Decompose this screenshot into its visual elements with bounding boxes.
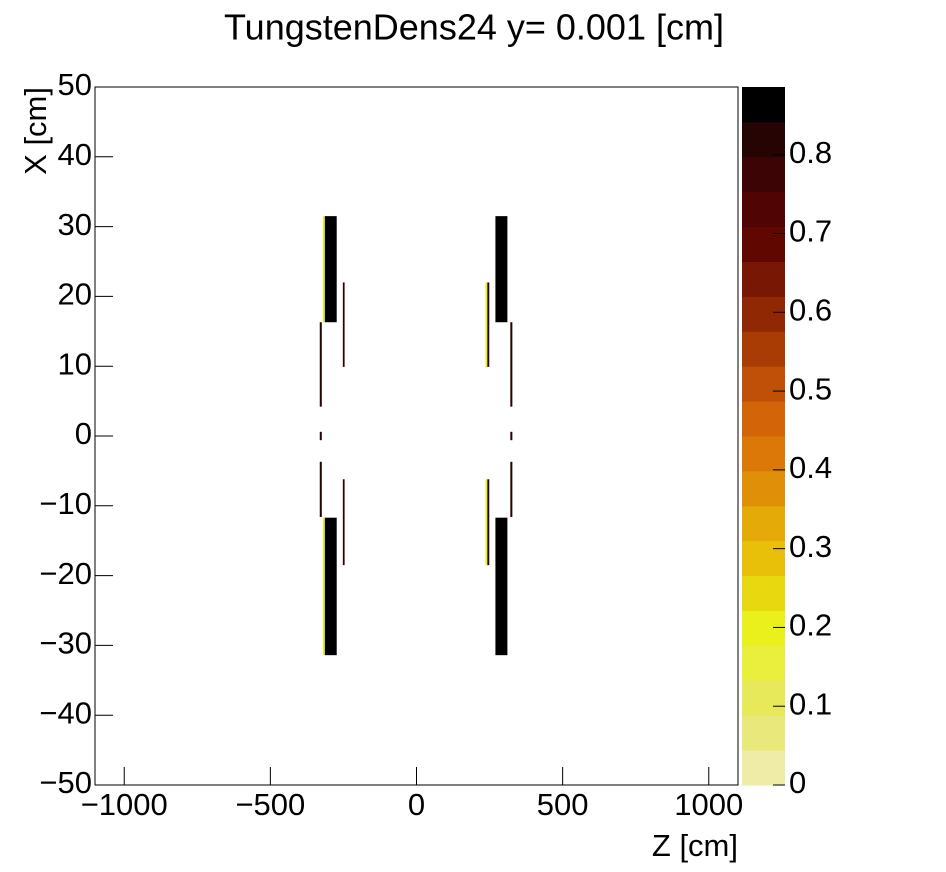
z-tick-label: 0.1 <box>789 686 832 721</box>
cell <box>342 282 345 367</box>
y-axis-title: X [cm] <box>18 87 53 175</box>
chart-title: TungstenDens24 y= 0.001 [cm] <box>224 7 724 48</box>
y-tick-label: −50 <box>39 765 92 800</box>
color-bar-band <box>742 366 785 402</box>
cell <box>495 216 508 323</box>
cell <box>342 479 345 566</box>
color-bar-band <box>742 750 785 786</box>
z-tick-label: 0.2 <box>789 608 832 643</box>
color-bar-band <box>742 645 785 681</box>
color-bar-band <box>742 540 785 577</box>
cell <box>324 216 337 323</box>
y-tick-label: 50 <box>58 67 92 102</box>
color-bar-band <box>742 331 785 367</box>
x-axis-title: Z [cm] <box>652 828 738 863</box>
color-bar-band <box>742 156 785 193</box>
color-bar-band <box>742 715 785 751</box>
cell <box>510 322 513 407</box>
z-tick-label: 0.6 <box>789 293 832 328</box>
cell <box>487 282 490 367</box>
y-tick-label: −20 <box>39 556 92 591</box>
color-bar-band <box>742 680 785 716</box>
cell <box>495 517 508 656</box>
color-bar-band <box>742 191 785 228</box>
cell <box>510 461 513 517</box>
x-tick-label: 1000 <box>674 787 743 822</box>
cell <box>485 479 488 566</box>
color-bar-band <box>742 121 785 158</box>
y-tick-label: −30 <box>39 626 92 661</box>
color-bar-band <box>742 436 785 472</box>
color-bar-band <box>742 261 785 297</box>
y-tick-label: 40 <box>58 137 92 172</box>
plot-frame <box>94 86 739 786</box>
color-bar-band <box>742 610 785 646</box>
y-tick-label: −10 <box>39 486 92 521</box>
color-bar-band <box>742 470 785 507</box>
y-tick-label: 30 <box>58 207 92 242</box>
cell <box>322 216 325 323</box>
cell <box>487 479 490 566</box>
color-bar-band <box>742 505 785 542</box>
color-bar-band <box>742 87 785 123</box>
cell <box>319 322 322 407</box>
cell <box>510 431 513 441</box>
cell <box>322 517 325 656</box>
x-tick-label: −500 <box>235 787 305 822</box>
z-tick-label: 0.4 <box>789 450 832 485</box>
z-tick-label: 0.8 <box>789 135 832 170</box>
cell <box>485 282 488 367</box>
color-bar-band <box>742 226 785 262</box>
cell <box>324 517 337 656</box>
y-tick-label: 20 <box>58 277 92 312</box>
y-tick-label: 0 <box>75 416 92 451</box>
x-tick-label: 500 <box>537 787 589 822</box>
z-tick-label: 0 <box>789 765 806 800</box>
z-tick-label: 0.5 <box>789 371 832 406</box>
cell <box>319 461 322 517</box>
y-tick-label: −40 <box>39 695 92 730</box>
z-tick-label: 0.3 <box>789 529 832 564</box>
color-bar-band <box>742 575 785 611</box>
y-tick-label: 10 <box>58 346 92 381</box>
x-tick-label: −1000 <box>81 787 168 822</box>
cell <box>319 431 322 441</box>
color-bar-band <box>742 296 785 332</box>
color-bar-band <box>742 401 785 437</box>
x-tick-label: 0 <box>408 787 425 822</box>
z-tick-label: 0.7 <box>789 214 832 249</box>
